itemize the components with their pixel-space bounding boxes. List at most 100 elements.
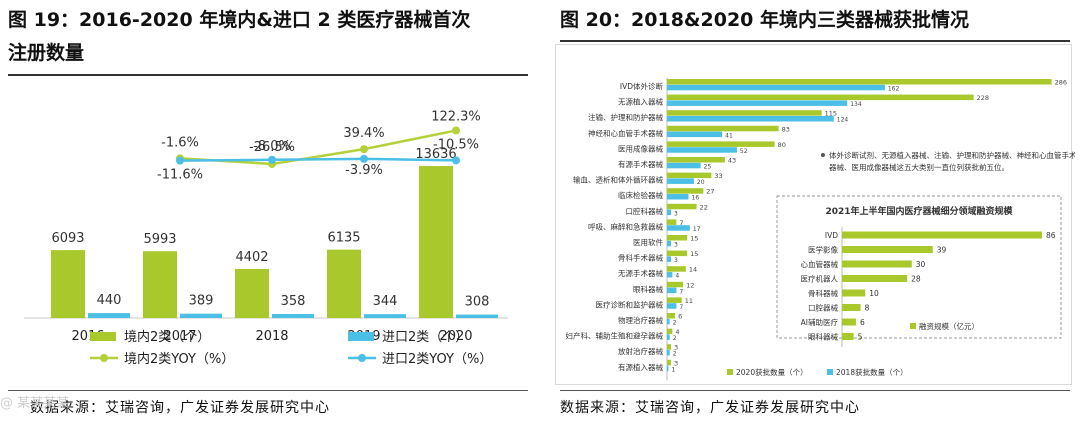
bar-2018	[667, 147, 737, 153]
bar-label-domestic: 6135	[327, 231, 360, 246]
inset-category-label: 医疗机器人	[801, 274, 839, 284]
bar-label-import: 308	[465, 295, 490, 310]
yoy-label-domestic-yoy: 122.3%	[431, 109, 481, 124]
label-2018: 41	[725, 132, 733, 139]
note-bullet	[821, 153, 825, 157]
category-label: 有源手术器械	[618, 159, 663, 169]
bar-2020	[667, 94, 974, 101]
left-chart: 6093440201659933892017440235820186135344…	[24, 109, 508, 367]
label-2020: 15	[690, 250, 698, 258]
yoy-label-import-yoy: -3.9%	[345, 163, 383, 178]
bar-2018	[667, 334, 670, 340]
inset-title: 2021年上半年国内医疗器械细分领域融资规模	[825, 205, 1013, 217]
inset-bar	[842, 231, 1042, 239]
bar-2020	[667, 235, 688, 241]
label-2018: 20	[697, 179, 705, 186]
legend-swatch-domestic	[90, 332, 116, 341]
label-2020: 15	[690, 235, 698, 243]
bar-2018	[667, 84, 885, 91]
inset-category-label: 骨科器械	[808, 288, 838, 298]
label-2020: 115	[825, 110, 837, 118]
point-import-yoy	[452, 156, 460, 165]
yoy-label-import-yoy: -10.5%	[433, 137, 479, 152]
bar-label-import: 440	[97, 293, 122, 308]
bar-2018	[667, 303, 677, 309]
inset-value-label: 39	[937, 246, 947, 255]
label-2018: 2	[673, 335, 677, 342]
inset-value-label: 8	[865, 304, 870, 313]
bar-2018	[667, 209, 672, 216]
bar-2020	[667, 250, 688, 257]
right-title-rule	[560, 40, 1070, 42]
bar-2018	[667, 272, 673, 278]
left-panel: 图 19：2016-2020 年境内&进口 2 类医疗器械首次 注册数量 609…	[8, 9, 528, 416]
inset-category-label: IVD	[825, 231, 838, 240]
bar-label-import: 358	[281, 294, 306, 309]
label-2018: 124	[837, 117, 849, 124]
category-label: 医用软件	[633, 237, 663, 247]
inset-legend-label: 融资规模（亿元）	[919, 321, 979, 331]
note-text-line1: 体外诊断试剂、无源植入器械、注输、护理和防护器械、神经和心血管手术	[829, 150, 1075, 160]
label-2018: 162	[888, 86, 900, 93]
inset-category-label: 心血管器械	[801, 259, 839, 269]
inset-value-label: 86	[1046, 231, 1056, 240]
bar-2020	[667, 125, 779, 132]
bar-label-domestic: 4402	[235, 250, 268, 265]
bar-2018	[667, 162, 701, 169]
right-source: 数据来源：艾瑞咨询，广发证券发展研究中心	[560, 400, 860, 416]
label-2018: 7	[679, 288, 683, 295]
label-2018: 3	[674, 210, 678, 217]
bar-label-domestic: 6093	[51, 231, 84, 246]
label-2020: 11	[685, 297, 693, 305]
label-2020: 3	[674, 359, 678, 367]
inset-bar	[842, 260, 912, 268]
yoy-label-import-yoy: -11.6%	[157, 168, 203, 183]
bar-2018	[667, 350, 670, 356]
inset-bar	[842, 275, 908, 282]
category-label: 物理治疗器械	[618, 315, 663, 325]
label-2020: 4	[675, 328, 679, 336]
x-tick-label: 2020	[439, 329, 472, 344]
bar-2018	[667, 240, 672, 247]
line-import-yoy	[179, 157, 457, 162]
legend-label-import-yoy: 进口2类YOY（%）	[382, 352, 492, 367]
yoy-label-domestic-yoy: -1.6%	[161, 135, 199, 150]
category-label: IVD体外诊断	[620, 81, 664, 91]
legend-label-import: 进口2类（个）	[382, 330, 468, 345]
inset-bar	[842, 304, 861, 311]
bar-2020	[667, 157, 725, 163]
category-label: 注输、护理和防护器械	[588, 112, 663, 122]
label-2018: 7	[679, 304, 683, 311]
bar-2020	[667, 79, 1052, 85]
label-2018: 1	[671, 366, 675, 373]
label-2020: 12	[686, 281, 694, 289]
label-2020: 286	[1055, 79, 1067, 87]
bar-2020	[667, 110, 822, 116]
yoy-label-domestic-yoy: -26.5%	[249, 140, 295, 155]
category-label: 口腔科器械	[626, 206, 664, 216]
inset-value-label: 28	[911, 275, 921, 284]
inset-value-label: 30	[916, 260, 926, 269]
bar-2020	[667, 328, 673, 335]
yoy-label-import-yoy: -8.0%	[253, 139, 291, 154]
point-import-yoy	[176, 156, 184, 165]
x-tick-label: 2018	[255, 329, 288, 344]
bar-import-2018	[272, 314, 314, 318]
legend-label-2018: 2018获批数量（个）	[836, 367, 908, 377]
category-label: 临床检验器械	[618, 190, 663, 200]
label-2018: 3	[674, 242, 678, 249]
bar-2020	[667, 266, 686, 272]
label-2018: 25	[704, 164, 712, 171]
bar-2020	[667, 188, 704, 194]
bar-2018	[667, 318, 670, 325]
inset-legend-swatch	[910, 323, 916, 329]
point-domestic-yoy	[452, 126, 460, 135]
bar-2018	[667, 256, 672, 262]
point-domestic-yoy	[360, 145, 368, 154]
inset-bar	[842, 318, 856, 326]
right-chart-frame	[555, 44, 1072, 385]
label-2020: 228	[977, 94, 989, 102]
category-label: 妇产科、辅助生殖和避孕器械	[566, 331, 664, 341]
bar-2018	[667, 131, 723, 138]
point-import-yoy	[268, 155, 276, 164]
